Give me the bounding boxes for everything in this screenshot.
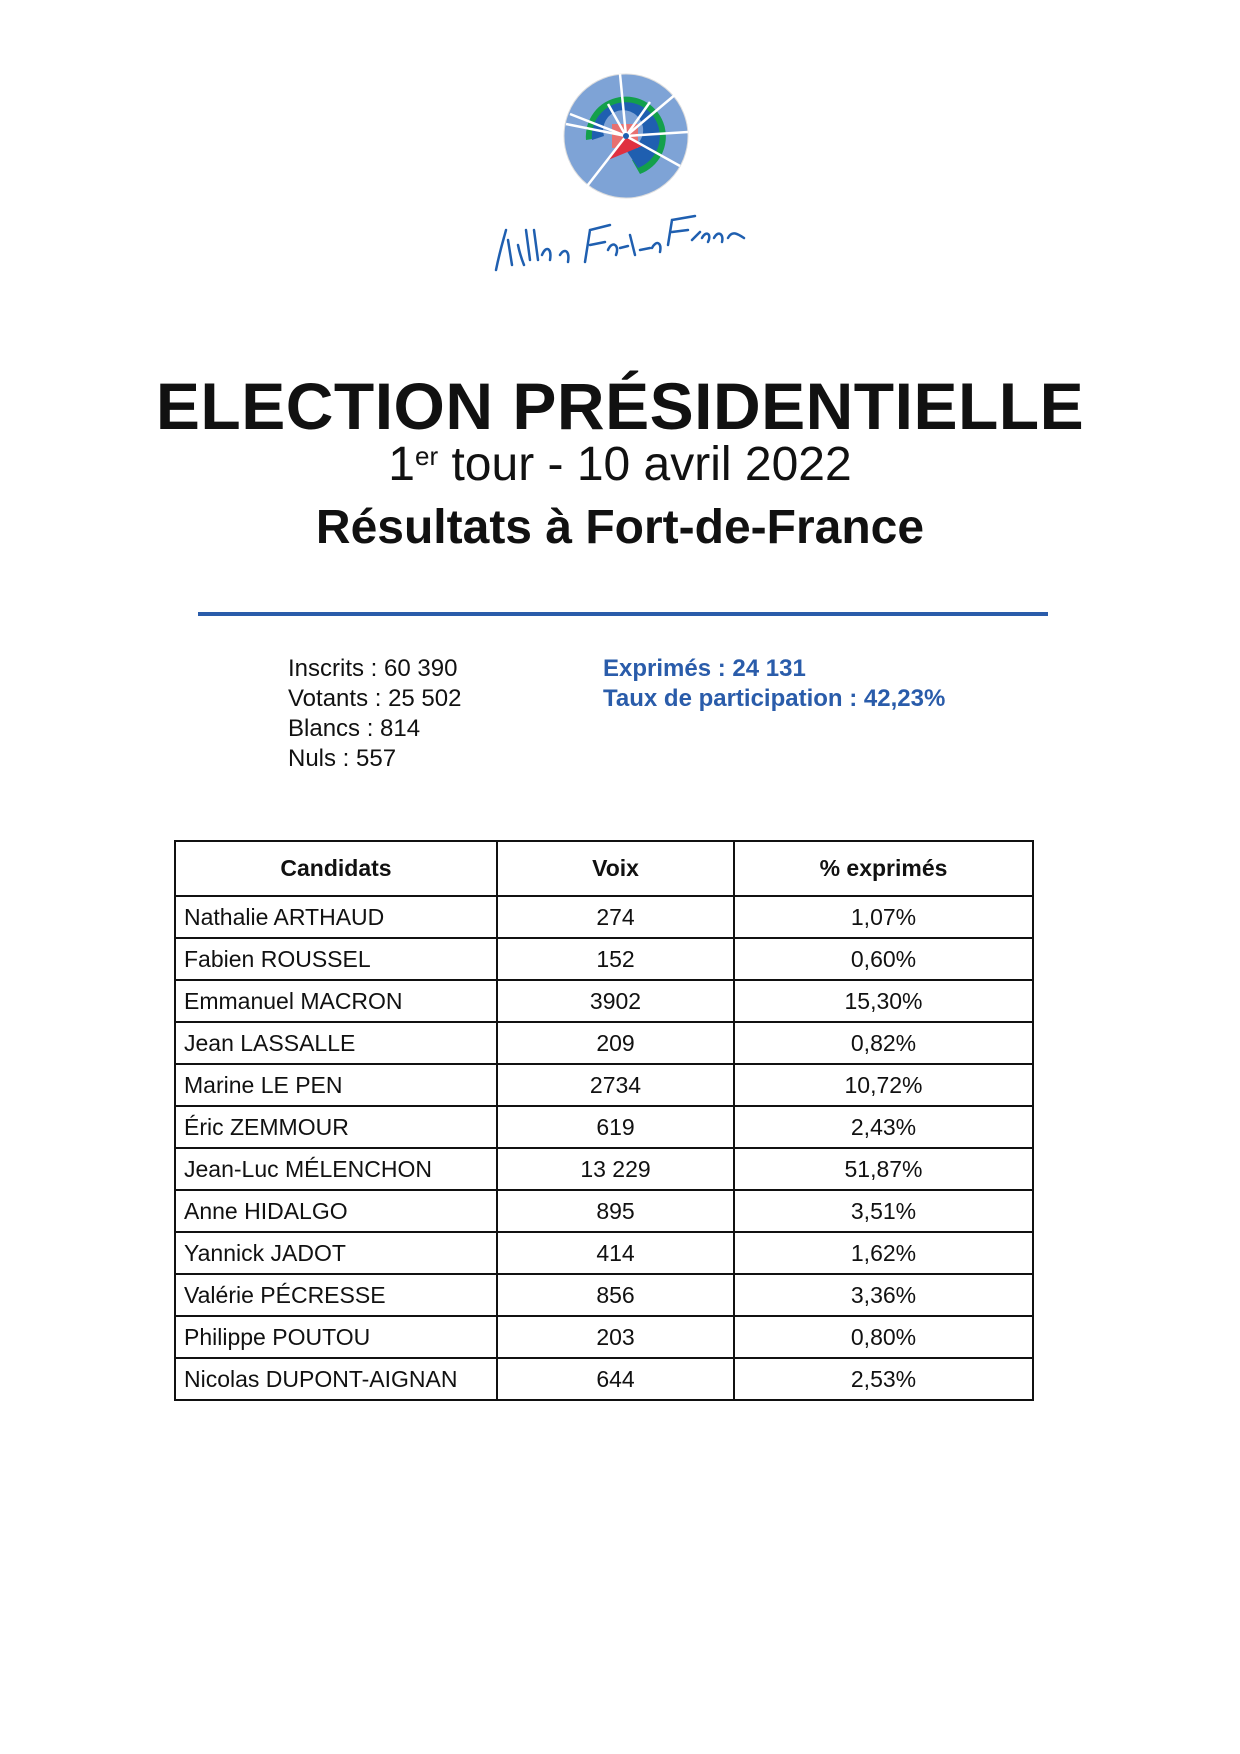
results-table: Candidats Voix % exprimés Nathalie ARTHA… (174, 840, 1034, 1401)
stat-blancs: Blancs : 814 (288, 715, 421, 742)
percent: 2,53% (733, 1357, 1034, 1401)
stat-exprimes: Exprimés : 24 131 (603, 655, 806, 682)
round-suffix: er (415, 441, 439, 471)
votes: 644 (496, 1357, 735, 1401)
percent: 51,87% (733, 1147, 1034, 1191)
table-row: Valérie PÉCRESSE 856 3,36% (174, 1273, 1034, 1317)
percent: 15,30% (733, 979, 1034, 1023)
header-pct: % exprimés (733, 840, 1034, 897)
percent: 10,72% (733, 1063, 1034, 1107)
candidate-name: Nathalie ARTHAUD (174, 895, 498, 939)
candidate-name: Fabien ROUSSEL (174, 937, 498, 981)
stat-inscrits: Inscrits : 60 390 (288, 655, 458, 682)
table-row: Nathalie ARTHAUD 274 1,07% (174, 895, 1034, 939)
header-candidats: Candidats (174, 840, 498, 897)
stats-left: Inscrits : 60 390 Votants : 25 502 Blanc… (288, 654, 461, 774)
candidate-name: Philippe POUTOU (174, 1315, 498, 1359)
page-title: ELECTION PRÉSIDENTIELLE (155, 369, 1085, 443)
percent: 3,36% (733, 1273, 1034, 1317)
stat-votants: Votants : 25 502 (288, 685, 462, 712)
votes: 619 (496, 1105, 735, 1149)
city-logo (494, 73, 746, 272)
percent: 2,43% (733, 1105, 1034, 1149)
table-row: Jean-Luc MÉLENCHON 13 229 51,87% (174, 1147, 1034, 1191)
table-row: Philippe POUTOU 203 0,80% (174, 1315, 1034, 1359)
percent: 1,62% (733, 1231, 1034, 1275)
percent: 0,82% (733, 1021, 1034, 1065)
candidate-name: Anne HIDALGO (174, 1189, 498, 1233)
stat-nuls: Nuls : 557 (288, 745, 397, 772)
votes: 209 (496, 1021, 735, 1065)
percent: 1,07% (733, 895, 1034, 939)
candidate-name: Marine LE PEN (174, 1063, 498, 1107)
votes: 856 (496, 1273, 735, 1317)
percent: 0,80% (733, 1315, 1034, 1359)
candidate-name: Éric ZEMMOUR (174, 1105, 498, 1149)
votes: 152 (496, 937, 735, 981)
round-date: tour - 10 avril 2022 (438, 438, 852, 491)
table-row: Emmanuel MACRON 3902 15,30% (174, 979, 1034, 1023)
round-number: 1 (388, 438, 415, 491)
candidate-name: Jean-Luc MÉLENCHON (174, 1147, 498, 1191)
percent: 3,51% (733, 1189, 1034, 1233)
table-row: Jean LASSALLE 209 0,82% (174, 1021, 1034, 1065)
votes: 3902 (496, 979, 735, 1023)
results-title: Résultats à Fort-de-France (315, 501, 925, 554)
table-row: Fabien ROUSSEL 152 0,60% (174, 937, 1034, 981)
candidate-name: Emmanuel MACRON (174, 979, 498, 1023)
divider (198, 612, 1048, 616)
votes: 13 229 (496, 1147, 735, 1191)
table-row: Anne HIDALGO 895 3,51% (174, 1189, 1034, 1233)
table-row: Éric ZEMMOUR 619 2,43% (174, 1105, 1034, 1149)
votes: 203 (496, 1315, 735, 1359)
round-subtitle: 1er tour - 10 avril 2022 (0, 437, 1240, 492)
votes: 895 (496, 1189, 735, 1233)
votes: 274 (496, 895, 735, 939)
table-row: Yannick JADOT 414 1,62% (174, 1231, 1034, 1275)
votes: 414 (496, 1231, 735, 1275)
votes: 2734 (496, 1063, 735, 1107)
stats-right: Exprimés : 24 131 Taux de participation … (603, 654, 945, 714)
header-voix: Voix (496, 840, 735, 897)
table-row: Marine LE PEN 2734 10,72% (174, 1063, 1034, 1107)
candidate-name: Yannick JADOT (174, 1231, 498, 1275)
candidate-name: Valérie PÉCRESSE (174, 1273, 498, 1317)
percent: 0,60% (733, 937, 1034, 981)
table-header-row: Candidats Voix % exprimés (174, 840, 1034, 897)
stat-participation: Taux de participation : 42,23% (603, 685, 946, 712)
candidate-name: Nicolas DUPONT-AIGNAN (174, 1357, 498, 1401)
candidate-name: Jean LASSALLE (174, 1021, 498, 1065)
table-row: Nicolas DUPONT-AIGNAN 644 2,53% (174, 1357, 1034, 1401)
